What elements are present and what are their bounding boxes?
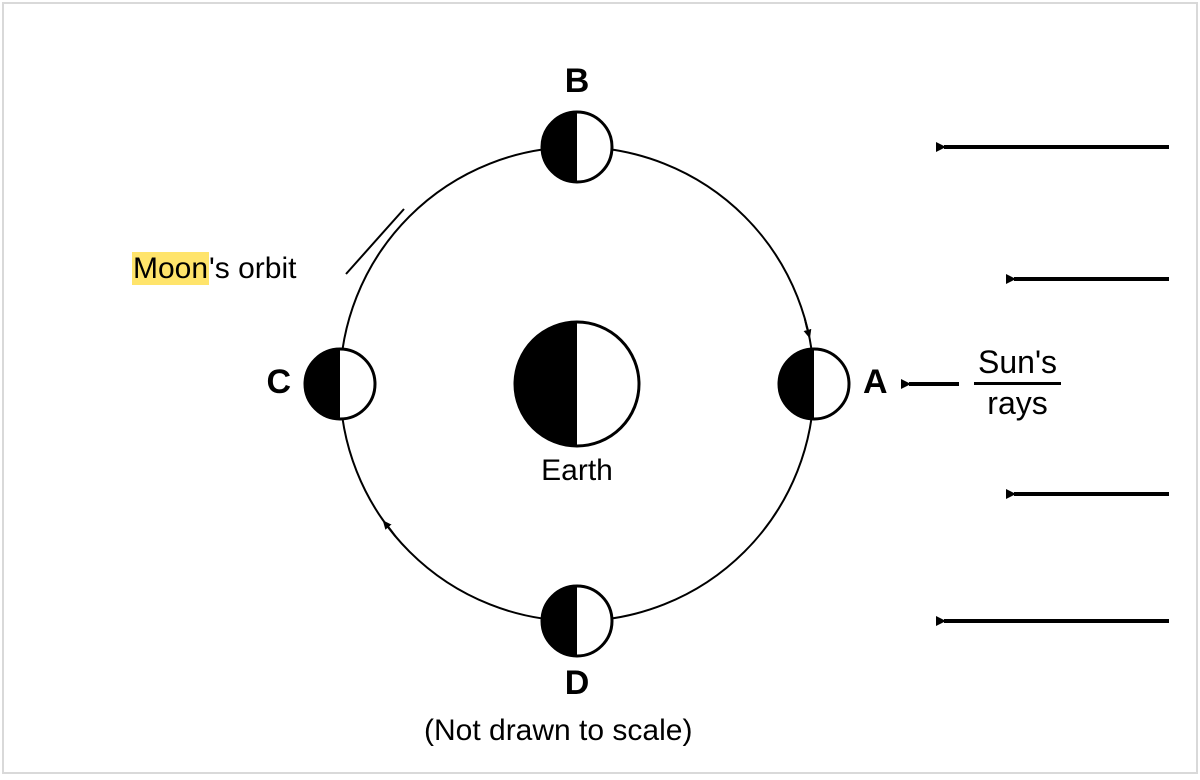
sun-rays-label: Sun's rays bbox=[974, 346, 1061, 420]
moon-label-a: A bbox=[863, 363, 888, 402]
scale-caption: (Not drawn to scale) bbox=[424, 714, 692, 748]
sun-label-bottom: rays bbox=[974, 385, 1061, 421]
diagram-frame: B A C D Earth Moon's orbit (Not drawn to… bbox=[2, 2, 1198, 774]
sun-label-top: Sun's bbox=[974, 346, 1061, 385]
orbit-label-highlight: Moon bbox=[132, 252, 209, 285]
orbit-label-rest: 's orbit bbox=[209, 252, 296, 285]
moon-label-c: C bbox=[266, 363, 291, 402]
moon-label-b: B bbox=[565, 62, 590, 101]
earth-label: Earth bbox=[541, 454, 613, 488]
orbit-label: Moon's orbit bbox=[132, 252, 296, 286]
moon-label-d: D bbox=[565, 664, 590, 703]
